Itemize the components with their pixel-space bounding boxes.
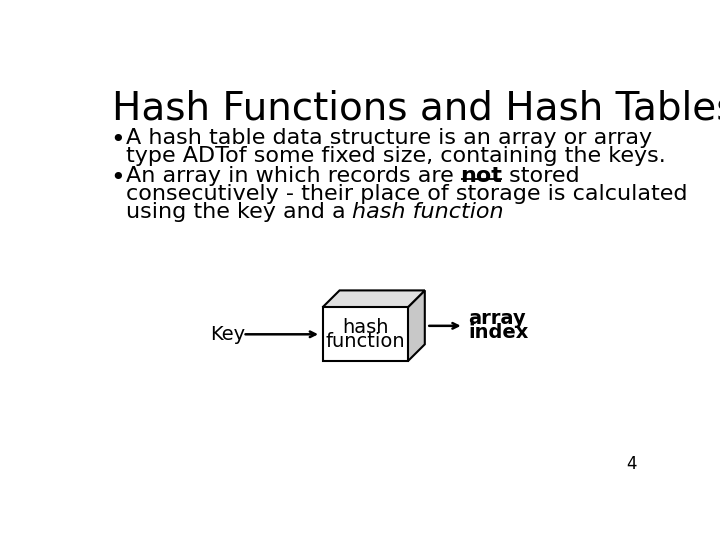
Polygon shape (323, 307, 408, 361)
Text: hash: hash (342, 318, 388, 337)
Text: type ADTof some fixed size, containing the keys.: type ADTof some fixed size, containing t… (126, 146, 665, 166)
Text: hash function: hash function (352, 202, 504, 222)
Text: •: • (110, 128, 125, 152)
Text: consecutively - their place of storage is calculated: consecutively - their place of storage i… (126, 184, 687, 204)
Text: Hash Functions and Hash Tables: Hash Functions and Hash Tables (112, 90, 720, 127)
Text: function: function (325, 332, 405, 351)
Text: A hash table data structure is an array or array: A hash table data structure is an array … (126, 128, 652, 148)
Text: index: index (468, 323, 528, 342)
Polygon shape (323, 291, 425, 307)
Polygon shape (408, 291, 425, 361)
Text: stored: stored (503, 166, 580, 186)
Text: using the key and a: using the key and a (126, 202, 352, 222)
Text: 4: 4 (626, 455, 636, 473)
Text: An array in which records are: An array in which records are (126, 166, 461, 186)
Text: array: array (468, 309, 526, 328)
Text: not: not (461, 166, 503, 186)
Text: Key: Key (210, 325, 246, 344)
Text: •: • (110, 166, 125, 191)
